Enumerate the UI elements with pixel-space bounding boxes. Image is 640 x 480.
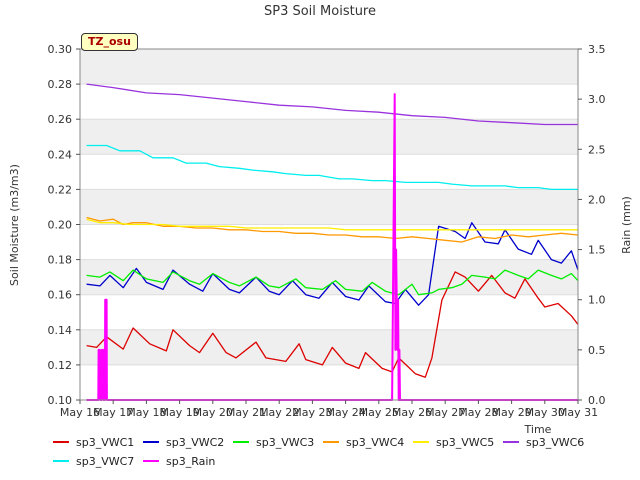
- x-tick-label: May 22: [259, 406, 299, 419]
- y-tick-label: 0.30: [48, 43, 73, 56]
- series-line-sp3_VWC3: [86, 269, 579, 296]
- site-badge: TZ_osu: [81, 33, 138, 51]
- chart-title: SP3 Soil Moisture: [264, 4, 376, 19]
- series-line-sp3_VWC7: [86, 144, 578, 191]
- y2-tick-label: 1.5: [588, 244, 606, 257]
- y-axis-label: Soil Moisture (m3/m3): [8, 164, 21, 286]
- grid-band: [80, 189, 578, 225]
- y2-tick-label: 0.0: [588, 394, 606, 407]
- y-tick-label: 0.26: [48, 113, 73, 126]
- x-tick-label: May 30: [525, 406, 565, 419]
- y2-axis-label: Rain (mm): [620, 196, 633, 254]
- grid-bands: [80, 49, 578, 401]
- grid-band: [80, 119, 578, 155]
- x-tick-label: May 27: [425, 406, 465, 419]
- y-tick-label: 0.10: [48, 394, 73, 407]
- x-tick-label: May 19: [159, 406, 199, 419]
- legend-label: sp3_VWC5: [436, 436, 494, 449]
- series-line-sp3_Rain: [86, 93, 578, 401]
- y-axis-left: 0.10 0.12 0.14 0.16 0.18 0.20 0.22 0.24 0.26 0.28…: [48, 43, 80, 407]
- y2-tick-label: 0.5: [588, 344, 606, 357]
- legend-label: sp3_Rain: [166, 455, 215, 468]
- legend: sp3_VWC1 sp3_VWC2 sp3_VWC3 sp3_VWC4 sp3_VWC5…: [53, 436, 584, 468]
- grid-band: [80, 329, 578, 365]
- y2-tick-label: 1.0: [588, 294, 606, 307]
- y2-tick-label: 3.5: [588, 43, 606, 56]
- legend-label: sp3_VWC3: [256, 436, 314, 449]
- legend-label: sp3_VWC1: [76, 436, 134, 449]
- x-tick-label: May 17: [93, 406, 133, 419]
- x-tick-label: May 23: [292, 406, 332, 419]
- x-tick-label: May 24: [325, 406, 365, 419]
- y-tick-label: 0.12: [48, 359, 73, 372]
- y-tick-label: 0.16: [48, 289, 73, 302]
- x-tick-label: May 29: [491, 406, 531, 419]
- y2-tick-label: 2.5: [588, 143, 606, 156]
- series-line-sp3_VWC5: [86, 218, 578, 231]
- x-tick-label: May 16: [60, 406, 100, 419]
- legend-label: sp3_VWC6: [526, 436, 584, 449]
- grid-band: [80, 259, 578, 295]
- y-tick-label: 0.14: [48, 324, 73, 337]
- x-tick-label: May 26: [392, 406, 432, 419]
- x-tick-label: May 18: [126, 406, 166, 419]
- x-tick-label: May 28: [458, 406, 498, 419]
- legend-label: sp3_VWC4: [346, 436, 404, 449]
- grid-band: [80, 49, 578, 85]
- series-line-sp3_VWC6: [86, 83, 578, 126]
- x-tick-label: May 21: [226, 406, 266, 419]
- y-tick-label: 0.24: [48, 148, 73, 161]
- y-tick-label: 0.20: [48, 219, 73, 232]
- y-tick-label: 0.18: [48, 254, 73, 267]
- series-line-sp3_VWC4: [86, 216, 579, 243]
- series-layer: [86, 83, 579, 401]
- legend-label: sp3_VWC7: [76, 455, 134, 468]
- y2-tick-label: 3.0: [588, 93, 606, 106]
- x-tick-label: May 20: [193, 406, 233, 419]
- x-axis-label: Time: [524, 423, 552, 436]
- y-tick-label: 0.28: [48, 78, 73, 91]
- y-tick-label: 0.22: [48, 183, 73, 196]
- y-axis-right: 0.0 0.5 1.0 1.5 2.0 2.5 3.0 3.5: [578, 43, 606, 407]
- y2-tick-label: 2.0: [588, 193, 606, 206]
- legend-label: sp3_VWC2: [166, 436, 224, 449]
- x-tick-label: May 25: [359, 406, 399, 419]
- series-line-sp3_VWC1: [86, 271, 579, 378]
- x-tick-label: May 31: [558, 406, 598, 419]
